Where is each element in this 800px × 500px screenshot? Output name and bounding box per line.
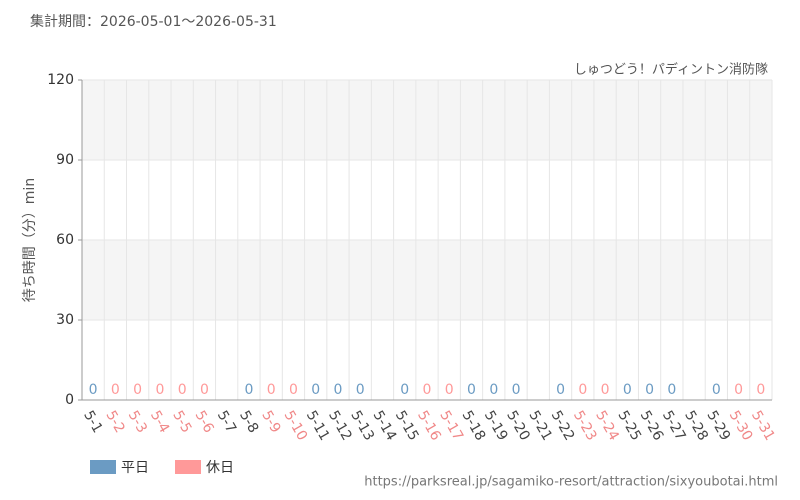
data-label: 0 <box>311 382 320 398</box>
data-label: 0 <box>512 382 521 398</box>
data-label: 0 <box>111 382 120 398</box>
data-label: 0 <box>89 382 98 398</box>
data-label: 0 <box>178 382 187 398</box>
data-label: 0 <box>467 382 476 398</box>
data-label: 0 <box>623 382 632 398</box>
data-label: 0 <box>445 382 454 398</box>
x-tick-label: 5-9 <box>258 408 283 436</box>
data-label: 0 <box>200 382 209 398</box>
source: https://parksreal.jp/sagamiko-resort/att… <box>364 475 778 490</box>
y-axis-title: 待ち時間（分）min <box>22 178 38 302</box>
data-label: 0 <box>356 382 365 398</box>
data-label: 0 <box>423 382 432 398</box>
legend-label: 休日 <box>206 460 234 476</box>
data-label: 0 <box>289 382 298 398</box>
data-label: 0 <box>601 382 610 398</box>
data-label: 0 <box>400 382 409 398</box>
x-tick-label: 5-1 <box>80 408 105 436</box>
data-label: 0 <box>244 382 253 398</box>
data-label: 0 <box>645 382 654 398</box>
y-tick-label: 90 <box>56 152 74 168</box>
y-tick-label: 30 <box>56 312 74 328</box>
data-label: 0 <box>556 382 565 398</box>
data-label: 0 <box>155 382 164 398</box>
chart-subtitle: しゅつどう！パディントン消防隊 <box>574 62 768 78</box>
data-label: 0 <box>267 382 276 398</box>
y-tick-label: 120 <box>47 72 74 88</box>
data-label: 0 <box>578 382 587 398</box>
data-label: 0 <box>734 382 743 398</box>
x-tick-label: 5-5 <box>169 408 194 436</box>
x-tick-label: 5-3 <box>125 408 150 436</box>
legend-swatch <box>175 460 201 474</box>
data-label: 0 <box>334 382 343 398</box>
data-label: 0 <box>712 382 721 398</box>
plot-band <box>82 240 772 320</box>
x-tick-label: 5-7 <box>214 408 239 436</box>
legend-swatch <box>90 460 116 474</box>
y-tick-label: 60 <box>56 232 74 248</box>
x-tick-label: 5-4 <box>147 408 172 436</box>
x-tick-label: 5-6 <box>191 408 216 436</box>
x-tick-label: 5-2 <box>102 408 127 436</box>
legend-label: 平日 <box>121 460 149 476</box>
data-label: 0 <box>489 382 498 398</box>
plot-band <box>82 80 772 160</box>
x-tick-label: 5-31 <box>748 408 778 444</box>
data-label: 0 <box>133 382 142 398</box>
y-tick-label: 0 <box>65 392 74 408</box>
chart-title: 集計期間：2026-05-01～2026-05-31 <box>30 13 277 30</box>
data-label: 0 <box>667 382 676 398</box>
x-tick-label: 5-8 <box>236 408 261 436</box>
data-label: 0 <box>756 382 765 398</box>
